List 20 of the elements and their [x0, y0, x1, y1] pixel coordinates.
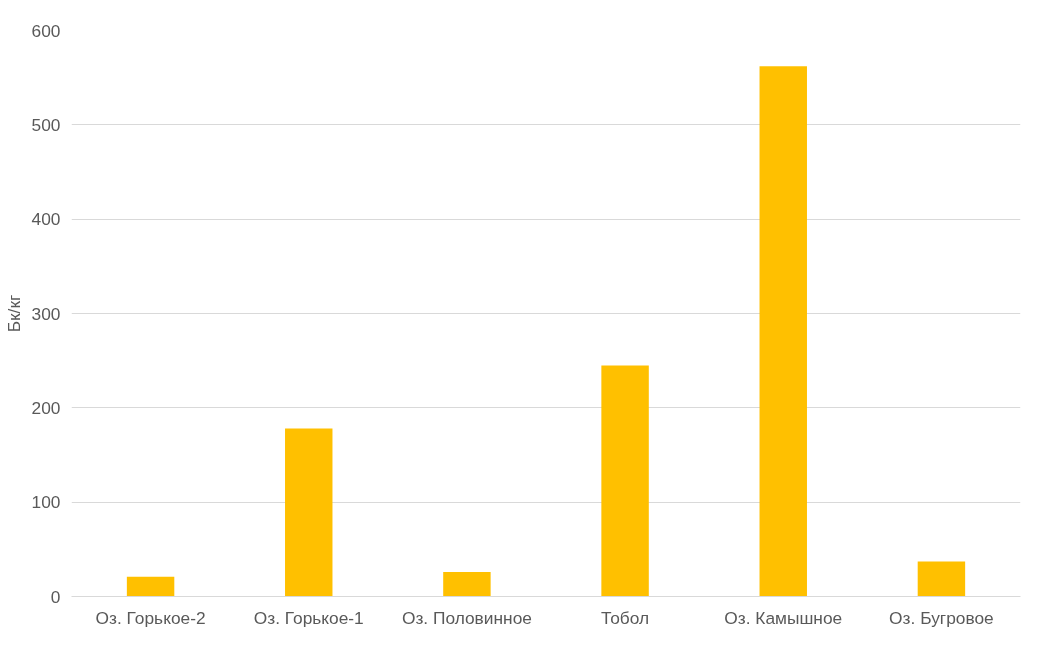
x-tick-label: Оз. Горькое-1: [253, 607, 364, 628]
bar: [285, 428, 333, 597]
y-axis-title: Бк/кг: [3, 294, 24, 333]
x-tick-label: Оз. Горькое-2: [95, 607, 206, 628]
y-tick-label: 500: [31, 114, 61, 135]
y-tick-label: 0: [50, 586, 61, 607]
x-tick-label: Оз. Половинное: [401, 607, 532, 628]
bar: [126, 576, 175, 597]
x-tick-label: Оз. Бугровое: [889, 607, 994, 628]
y-tick-label: 200: [31, 397, 61, 418]
y-tick-label: 300: [31, 303, 61, 324]
x-tick-label: Тобол: [601, 607, 650, 628]
y-tick-label: 100: [31, 492, 61, 513]
y-tick-label: 600: [31, 20, 61, 41]
y-tick-label: 400: [31, 209, 61, 230]
bar: [759, 66, 807, 597]
bar: [917, 561, 966, 597]
x-tick-label: Оз. Камышное: [724, 607, 843, 628]
bar: [443, 571, 491, 597]
bar: [601, 365, 649, 597]
